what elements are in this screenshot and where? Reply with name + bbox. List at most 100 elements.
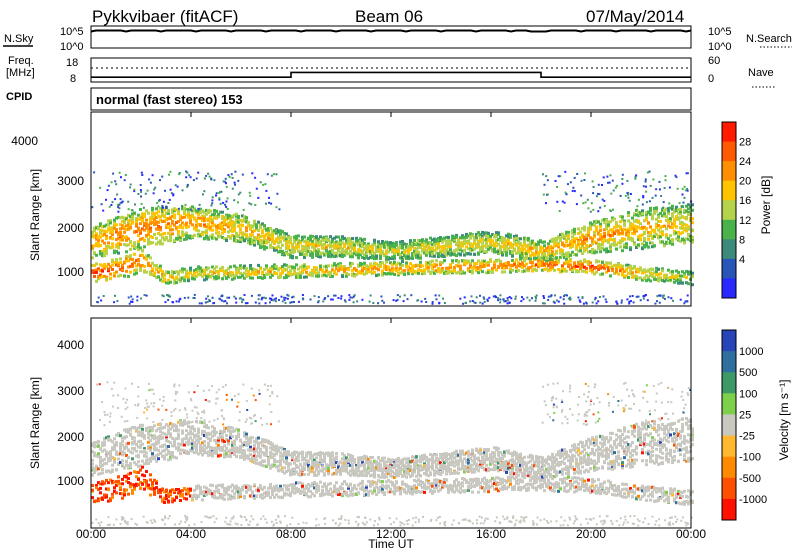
scatter-cell <box>258 294 261 297</box>
scatter-cell <box>629 295 631 298</box>
scatter-cell <box>118 207 121 210</box>
scatter-cell <box>691 208 694 212</box>
scatter-cell <box>483 300 486 303</box>
scatter-cell <box>137 460 140 464</box>
scatter-cell <box>655 273 658 277</box>
scatter-cell <box>161 449 164 453</box>
scatter-cell <box>555 236 558 240</box>
scatter-cell <box>303 253 306 256</box>
scatter-cell <box>659 225 662 229</box>
scatter-cell <box>381 270 384 274</box>
scatter-cell <box>555 242 558 246</box>
scatter-cell <box>420 300 423 303</box>
scatter-cell <box>139 268 142 272</box>
scatter-cell <box>437 255 440 259</box>
scatter-cell <box>505 261 508 265</box>
scatter-cell <box>189 208 192 211</box>
scatter-cell <box>337 241 340 245</box>
scatter-cell <box>529 266 532 270</box>
scatter-cell <box>391 269 394 273</box>
scatter-cell <box>119 227 122 231</box>
scatter-cell <box>163 456 166 460</box>
scatter-cell <box>133 241 136 245</box>
scatter-cell <box>325 245 328 249</box>
scatter-cell <box>97 227 100 231</box>
scatter-cell <box>253 241 256 244</box>
scatter-cell <box>583 260 586 263</box>
scatter-cell <box>495 234 498 238</box>
scatter-cell <box>173 216 176 220</box>
scatter-cell <box>273 266 276 270</box>
scatter-cell <box>239 223 242 227</box>
scatter-cell <box>685 229 688 233</box>
scatter-cell <box>109 265 112 269</box>
scatter-cell <box>424 297 427 300</box>
scatter-cell <box>583 269 586 273</box>
scatter-cell <box>295 237 298 241</box>
scatter-cell <box>667 278 670 282</box>
scatter-cell <box>565 234 568 238</box>
scatter-cell <box>147 237 150 241</box>
scatter-cell <box>161 436 164 440</box>
scatter-cell <box>449 270 452 274</box>
scatter-cell <box>109 230 112 234</box>
scatter-cell <box>223 270 226 274</box>
scatter-cell <box>675 276 678 280</box>
scatter-cell <box>659 272 662 276</box>
scatter-cell <box>289 249 292 253</box>
scatter-cell <box>377 268 380 272</box>
scatter-cell <box>379 264 382 268</box>
scatter-cell <box>649 208 652 212</box>
scatter-cell <box>243 271 246 275</box>
scatter-cell <box>655 225 658 229</box>
scatter-cell <box>163 279 166 283</box>
scatter-cell <box>473 301 476 304</box>
scatter-cell <box>665 215 668 219</box>
scatter-cell <box>445 243 448 247</box>
scatter-cell <box>435 238 438 241</box>
scatter-cell <box>177 237 180 241</box>
scatter-cell <box>644 178 647 181</box>
scatter-cell <box>285 237 288 241</box>
scatter-cell <box>579 246 582 250</box>
scatter-cell <box>565 269 568 273</box>
scatter-cell <box>469 300 472 303</box>
scatter-cell <box>228 296 231 299</box>
colorbar-tick: 8 <box>739 234 745 246</box>
scatter-cell <box>627 236 630 239</box>
scatter-cell <box>481 241 484 245</box>
scatter-cell <box>137 455 140 459</box>
scatter-cell <box>383 245 386 249</box>
scatter-cell <box>197 212 200 216</box>
scatter-cell <box>97 244 100 248</box>
scatter-cell <box>367 246 370 250</box>
scatter-cell <box>577 264 580 268</box>
scatter-cell <box>357 264 360 268</box>
scatter-cell <box>369 265 372 269</box>
scatter-cell <box>101 225 104 229</box>
scatter-cell <box>523 264 526 268</box>
scatter-cell <box>207 172 210 175</box>
scatter-cell <box>397 247 400 251</box>
scatter-cell <box>349 264 352 268</box>
scatter-cell <box>241 223 244 227</box>
scatter-cell <box>203 223 206 227</box>
scatter-cell <box>183 296 186 299</box>
scatter-cell <box>561 264 564 268</box>
scatter-cell <box>187 215 190 219</box>
scatter-cell <box>313 242 316 246</box>
scatter-cell <box>145 270 148 274</box>
scatter-cell <box>287 294 290 297</box>
scatter-cell <box>149 429 152 433</box>
scatter-cell <box>309 298 312 301</box>
scatter-cell <box>621 218 624 222</box>
scatter-cell <box>123 218 126 222</box>
scatter-cell <box>345 248 348 252</box>
scatter-cell <box>203 278 206 282</box>
scatter-cell <box>401 269 404 273</box>
scatter-cell <box>529 248 532 252</box>
scatter-cell <box>267 228 270 232</box>
scatter-cell <box>535 250 538 254</box>
scatter-cell <box>401 256 404 259</box>
scatter-cell <box>607 230 610 234</box>
